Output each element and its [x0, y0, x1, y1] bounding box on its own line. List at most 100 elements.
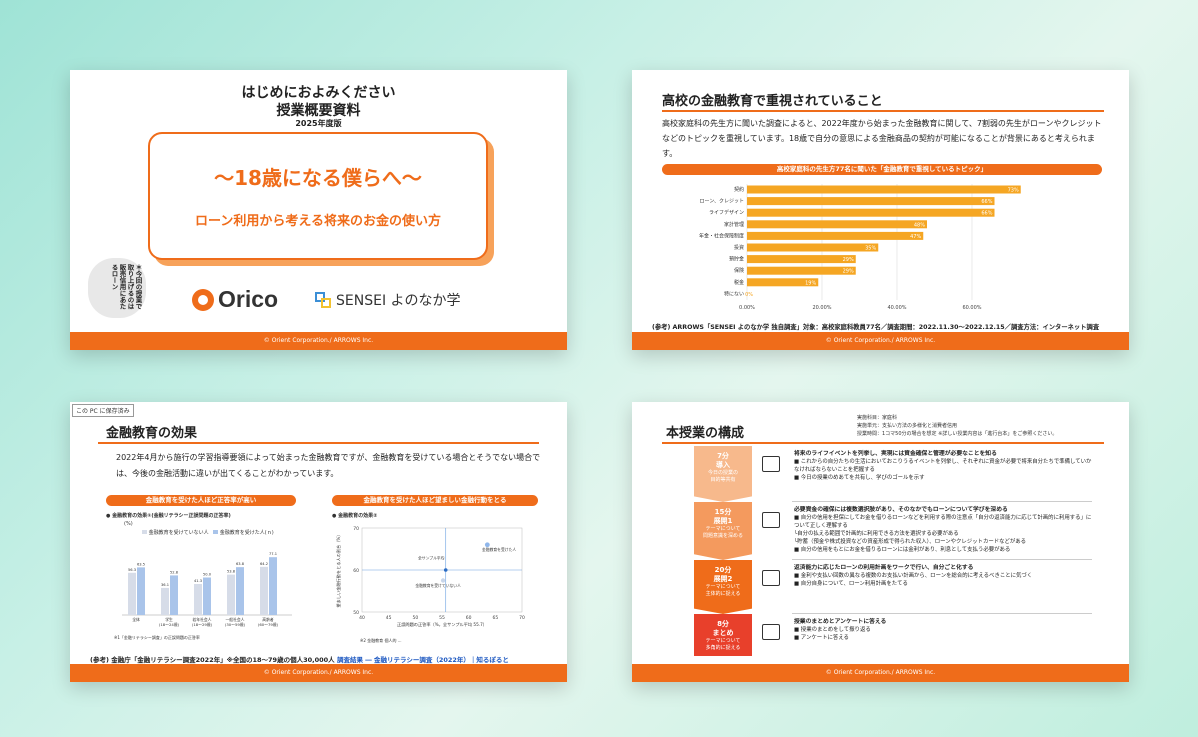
cover-title-2: 授業概要資料	[276, 103, 361, 119]
chart1-note: ※1「金融リテラシー調査」の正誤問題の正答率	[114, 635, 200, 640]
bar-untrained	[128, 572, 136, 615]
class-notes: 実施科目：家庭科 実施単元：支払い方法の多様化と消費者信用 授業時間：1コマ50…	[857, 414, 1057, 438]
group-label: 若年社会人	[193, 617, 212, 622]
bar-value-label: 19%	[805, 280, 816, 286]
step-heading: 必要資金の確保には複数選択肢があり、そのなかでもローンについて学びを深める	[794, 507, 1008, 513]
slide-body: 2022年4月から施行の学習指導要領によって始まった金融教育ですが、金融教育を受…	[116, 453, 541, 478]
slide-heading: 金融教育の効果	[106, 426, 198, 441]
presentation-icon	[762, 512, 780, 528]
bar-value-label: 73%	[1008, 188, 1019, 194]
value-label: 52.8	[170, 570, 179, 574]
step-line: ■ 授業のまとめをして振り返る	[794, 627, 871, 633]
behavior-scatter-chart: 40 45 50 55 60 65 70 50 60 70 全サンプル平均 金融教育を受けた人金融教育…	[335, 526, 525, 628]
slide-footer: © Orient Corporation./ ARROWS Inc.	[70, 332, 567, 350]
bar-value-label: 66%	[981, 199, 992, 205]
value-label: 53.8	[227, 570, 236, 574]
category-label: 家計管理	[724, 221, 744, 228]
bar	[747, 266, 856, 275]
bar-untrained	[161, 587, 169, 615]
step-badge: 15分 展開1 テーマについて 問題意識を深める	[694, 502, 752, 560]
step-badge: 20分 展開2 テーマについて 主体的に捉える	[694, 560, 752, 614]
group-label: 全体	[132, 617, 140, 622]
cover-title: はじめにおよみください	[241, 85, 396, 101]
group-label: 高齢者	[262, 617, 274, 622]
value-label: 41.3	[194, 579, 202, 583]
category-label: ライフデザイン	[709, 209, 744, 216]
orico-logo: Orico	[192, 286, 278, 313]
x-tick-label: 20.00%	[812, 305, 831, 311]
value-label: 63.8	[236, 562, 245, 566]
divider	[792, 613, 1092, 614]
cover-subtitle: 〜18歳になる僕らへ〜	[214, 166, 422, 190]
slide-heading: 本授業の構成	[666, 426, 745, 441]
x-tick-label: 70	[519, 615, 525, 621]
cover-subtitle-2: ローン利用から考える将来のお金の使い方	[195, 214, 441, 229]
cover-main-box: 〜18歳になる僕らへ〜 ローン利用から考える将来のお金の使い方	[148, 132, 488, 260]
note-time: 授業時間：1コマ50分の場合を想定 ※詳しい授業内容は「進行台本」をご参照くださ…	[857, 431, 1058, 437]
chart-title-band: 高校家庭科の先生方77名に聞いた「金融教育で重視しているトピック」	[662, 164, 1102, 175]
divider	[792, 559, 1092, 560]
step-line: ■ 自分の信用をもとにお金を借りるローンには金利があり、利息として支払う必要があ…	[794, 547, 1011, 553]
sensei-icon	[315, 292, 331, 308]
slide-priorities[interactable]: 高校の金融教育で重視されていること 高校家庭科の先生方に聞いた調査によると、20…	[632, 70, 1129, 350]
bar-trained	[269, 557, 277, 615]
bar	[747, 197, 995, 206]
slide-effects[interactable]: この PC に保存済み 金融教育の効果 2022年4月から施行の学習指導要領によ…	[70, 402, 567, 682]
literacy-bar-chart: 56.363.5 全体 36.1 52.8 学生(18〜24歳) 41.350.0 若年社会…	[122, 552, 292, 627]
category-label: 年金・社会保障制度	[699, 232, 744, 239]
category-label: ローン、クレジット	[700, 199, 744, 205]
point-untrained	[440, 578, 446, 583]
note-subject: 実施科目：家庭科	[857, 415, 898, 421]
chart2-note: ※2 金融教育 個人的 ...	[360, 638, 402, 643]
chart1-unit: (%)	[124, 521, 133, 527]
category-label: 税金	[734, 279, 744, 286]
bar	[747, 278, 819, 287]
chart1-title: ● 金融教育の効果①(金融リテラシー正誤問題の正答率)	[106, 513, 231, 519]
value-label: 63.5	[137, 562, 145, 566]
group-label: 一般社会人	[226, 617, 245, 622]
heading-rule	[662, 442, 1104, 444]
bar-value-label: 35%	[865, 246, 876, 252]
worksheet-icon	[762, 570, 780, 586]
step-line: ■ これからの自分たちの生活においておこりうるイベントを列挙し、それぞれに資金が…	[794, 459, 1092, 473]
y-tick-label: 50	[353, 610, 359, 616]
group-label: 学生	[165, 617, 173, 622]
x-axis-title: 正誤問題の正答率（%，全サンプル平均 55.7）	[397, 621, 487, 628]
step-line: └自分の払える範囲で計画的に利用できる方法を選択する必要がある	[794, 531, 959, 537]
divider	[792, 501, 1092, 502]
bar-value-label: 0%	[745, 292, 753, 298]
group-label: (18〜29歳)	[192, 622, 213, 627]
step-line: ■ 金利や支払い回数の異なる複数のお支払い計画から、ローンを総合的に考えるべきこ…	[794, 573, 1033, 579]
cover-note-bubble: ＊今回の授業で取り上げるのは販売信用にあたるローン	[88, 258, 146, 318]
bar-value-label: 29%	[843, 257, 854, 263]
step-heading: 授業のまとめとアンケートに答える	[794, 619, 887, 625]
bar-untrained	[194, 584, 202, 615]
step-heading: 返済能力に応じたローンの利用計画をワークで行い、自分ごと化する	[794, 565, 974, 571]
slide-structure[interactable]: 本授業の構成 実施科目：家庭科 実施単元：支払い方法の多様化と消費者信用 授業時…	[632, 402, 1129, 682]
point-label: 金融教育を受けた人	[482, 547, 516, 552]
value-label: 36.1	[161, 583, 169, 587]
slide-footer: © Orient Corporation./ ARROWS Inc.	[632, 332, 1129, 350]
note-unit: 実施単元：支払い方法の多様化と消費者信用	[857, 423, 958, 429]
bar	[747, 231, 924, 240]
point-label: 全サンプル平均	[418, 556, 445, 561]
chart1-legend: 金融教育を受けていない人 金融教育を受けた人(ｎ)	[142, 529, 274, 536]
heading-rule	[662, 110, 1104, 112]
slide-heading: 高校の金融教育で重視されていること	[662, 94, 883, 109]
slide-cover[interactable]: はじめにおよみください 授業概要資料 2025年度版 〜18歳になる僕らへ〜 ロ…	[70, 70, 567, 350]
category-label: 契約	[734, 186, 744, 193]
bar-untrained	[260, 566, 268, 615]
slide-footer: © Orient Corporation./ ARROWS Inc.	[632, 664, 1129, 682]
group-label: (60〜79歳)	[258, 622, 279, 627]
y-axis-title: 望ましい金融行動をとる人の割合（%）	[335, 532, 342, 607]
y-tick-label: 60	[353, 568, 359, 574]
bar	[747, 208, 995, 217]
bar	[747, 220, 927, 229]
sensei-wordmark: SENSEI よのなか学	[336, 293, 461, 309]
value-label: 50.0	[203, 573, 212, 577]
step-line: ■ 自分の信用を担保にしてお金を借りるローンなどを利用する際の注意点「自分の返済…	[794, 515, 1092, 529]
step-line: └貯蓄（預金や株式投資などの資産形成で得られた収入）、ローンやクレジットカードな…	[794, 539, 1027, 545]
bar	[747, 243, 879, 252]
step-badge: 8分 まとめ テーマについて 多角的に捉える	[694, 614, 752, 656]
x-tick-label: 40	[359, 615, 365, 621]
